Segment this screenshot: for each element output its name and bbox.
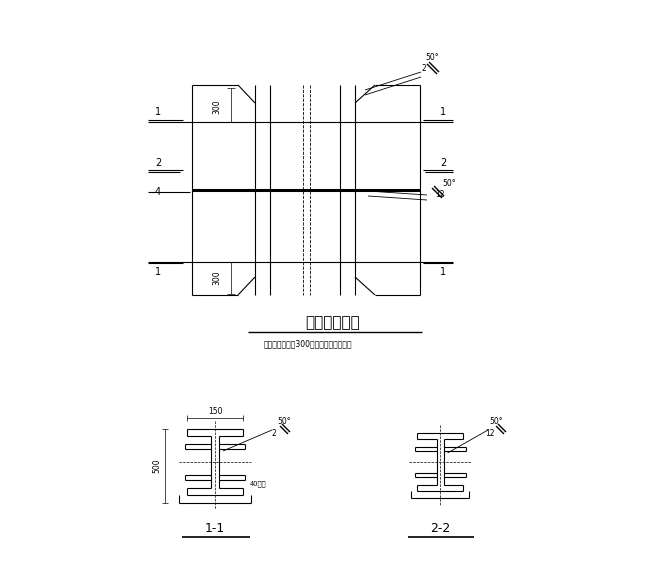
- Text: 50°: 50°: [425, 52, 439, 61]
- Text: 50°: 50°: [442, 179, 456, 188]
- Text: 柱板头部位上下300范围内部口全燕透焊: 柱板头部位上下300范围内部口全燕透焊: [264, 340, 352, 348]
- Text: 12: 12: [436, 189, 445, 199]
- Text: 型钒组装做法: 型钒组装做法: [306, 315, 360, 331]
- Text: 300: 300: [212, 271, 222, 285]
- Text: 40排数: 40排数: [250, 481, 266, 487]
- Text: 300: 300: [212, 100, 222, 114]
- Text: 1-1: 1-1: [205, 522, 225, 534]
- Text: 500: 500: [153, 459, 161, 473]
- Text: 2: 2: [155, 158, 161, 168]
- Text: 1: 1: [155, 107, 161, 117]
- Text: 150: 150: [208, 406, 222, 415]
- Text: 50°: 50°: [277, 417, 291, 426]
- Text: 4: 4: [155, 187, 161, 197]
- Text: 1: 1: [440, 267, 446, 277]
- Text: 2: 2: [440, 158, 446, 168]
- Text: 2: 2: [272, 428, 276, 438]
- Text: 2-2: 2-2: [430, 522, 450, 534]
- Text: 2: 2: [422, 64, 426, 72]
- Text: 50°: 50°: [490, 417, 503, 426]
- Text: 1: 1: [440, 107, 446, 117]
- Text: 1: 1: [155, 267, 161, 277]
- Text: 12: 12: [486, 428, 495, 438]
